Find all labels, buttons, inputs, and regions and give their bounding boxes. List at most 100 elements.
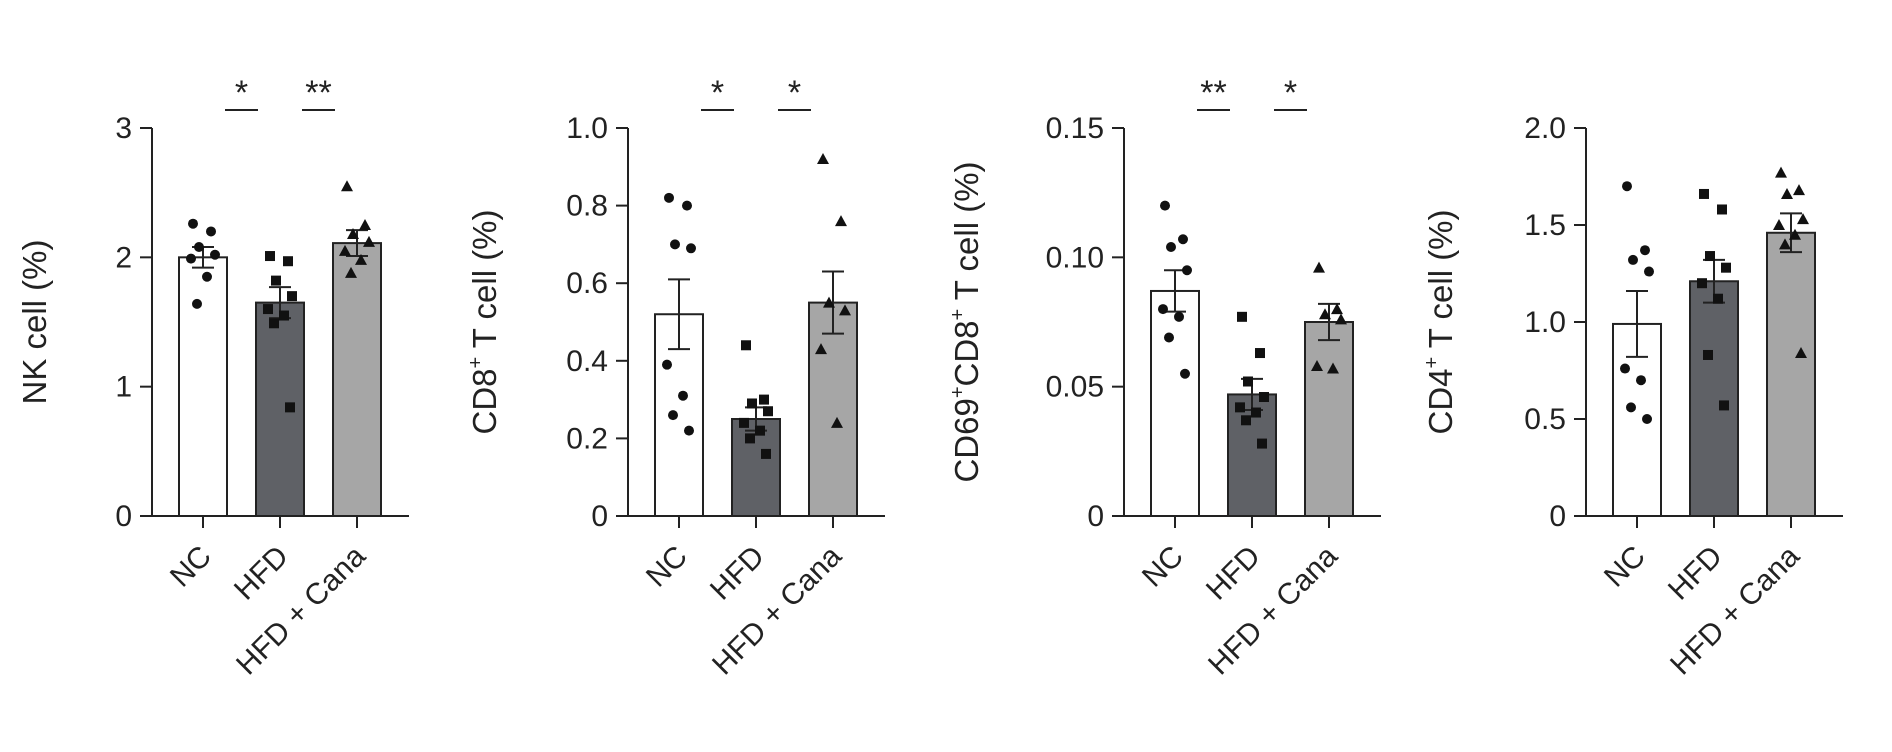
data-point xyxy=(363,235,375,247)
data-point xyxy=(1717,204,1727,215)
data-point xyxy=(1331,303,1343,315)
data-point xyxy=(668,410,678,421)
data-point xyxy=(686,243,696,254)
data-point xyxy=(355,253,367,265)
data-point xyxy=(194,241,204,252)
significance-label: * xyxy=(1284,74,1297,112)
data-point xyxy=(1182,265,1192,276)
y-axis-title: CD69+CD8+ T cell (%) xyxy=(947,161,985,482)
y-axis-title: CD4+ T cell (%) xyxy=(1421,209,1459,434)
y-tick-label: 0 xyxy=(1087,500,1104,533)
data-point xyxy=(1251,407,1261,418)
data-point xyxy=(1789,228,1801,240)
y-tick-label: 1.5 xyxy=(1524,209,1566,242)
x-tick-label: NC xyxy=(640,540,694,594)
data-point xyxy=(359,219,371,230)
data-point xyxy=(1703,349,1713,360)
data-point xyxy=(817,153,829,165)
x-tick-label: HFD xyxy=(704,540,771,607)
data-point xyxy=(1626,402,1636,413)
data-point xyxy=(747,398,757,409)
data-point xyxy=(684,425,694,436)
data-point xyxy=(755,425,765,436)
data-point xyxy=(823,296,835,308)
data-point xyxy=(1241,415,1251,426)
y-tick-label: 0 xyxy=(1549,500,1566,533)
data-point xyxy=(1705,251,1715,262)
data-point xyxy=(815,343,827,355)
data-point xyxy=(664,192,674,203)
data-point xyxy=(283,256,293,267)
x-tick-label: HFD xyxy=(1200,540,1267,607)
data-point xyxy=(831,416,843,428)
y-axis-title: NK cell (%) xyxy=(16,239,53,404)
data-point xyxy=(1797,213,1809,225)
bar-3 xyxy=(1304,321,1354,517)
significance-label: ** xyxy=(305,74,331,112)
data-point xyxy=(1719,400,1729,411)
data-point xyxy=(1699,188,1709,199)
y-tick-label: 2.0 xyxy=(1524,112,1566,145)
data-point xyxy=(1644,266,1654,277)
data-point xyxy=(1622,181,1632,192)
y-tick-label: 0.10 xyxy=(1046,241,1104,274)
data-point xyxy=(347,228,359,240)
data-point xyxy=(1775,166,1787,178)
data-point xyxy=(269,318,279,329)
data-point xyxy=(202,271,212,282)
y-tick-label: 0.4 xyxy=(566,345,608,378)
data-point xyxy=(1620,363,1630,374)
bar-2 xyxy=(255,301,305,517)
x-tick-label: HFD xyxy=(1662,540,1729,607)
data-point xyxy=(1721,262,1731,273)
data-point xyxy=(265,251,275,262)
data-point xyxy=(1793,184,1805,196)
data-point xyxy=(271,275,281,286)
y-tick-label: 0.2 xyxy=(566,422,608,455)
data-point xyxy=(1180,368,1190,379)
significance-label: * xyxy=(788,74,801,112)
data-point xyxy=(1636,375,1646,386)
data-point xyxy=(745,433,755,444)
data-point xyxy=(1640,245,1650,256)
x-tick-label: HFD xyxy=(228,540,295,607)
data-point xyxy=(670,239,680,250)
y-tick-label: 0.6 xyxy=(566,267,608,300)
bar-2 xyxy=(1689,280,1739,518)
data-point xyxy=(1713,293,1723,304)
data-point xyxy=(1178,234,1188,245)
y-tick-label: 0.5 xyxy=(1524,403,1566,436)
significance-label: * xyxy=(711,74,724,112)
data-point xyxy=(1259,392,1269,403)
data-point xyxy=(188,218,198,229)
data-point xyxy=(1164,332,1174,343)
data-point xyxy=(210,249,220,260)
data-point xyxy=(345,266,357,278)
data-point xyxy=(741,340,751,351)
data-point xyxy=(1160,200,1170,211)
data-point xyxy=(1257,438,1267,449)
data-point xyxy=(1158,304,1168,315)
y-tick-label: 0.8 xyxy=(566,190,608,223)
data-point xyxy=(192,298,202,309)
significance-label: ** xyxy=(1200,74,1226,112)
significance-label: * xyxy=(235,74,248,112)
data-point xyxy=(1628,254,1638,265)
data-point xyxy=(285,402,295,413)
data-point xyxy=(279,310,289,321)
x-tick-label: NC xyxy=(164,540,218,594)
data-point xyxy=(263,304,273,315)
data-point xyxy=(1255,348,1265,359)
data-point xyxy=(1313,261,1325,273)
bar-1 xyxy=(1150,289,1200,517)
y-tick-label: 0 xyxy=(115,500,132,533)
data-point xyxy=(339,244,351,256)
data-point xyxy=(1319,308,1331,320)
data-point xyxy=(1642,414,1652,424)
bar-3 xyxy=(332,242,382,518)
data-point xyxy=(662,359,672,370)
y-axis-title: CD8+ T cell (%) xyxy=(465,209,503,434)
